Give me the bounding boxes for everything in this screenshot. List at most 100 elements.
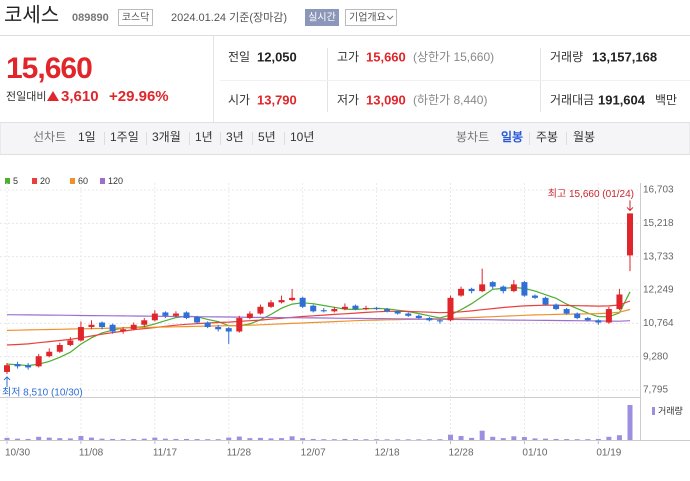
- candle-body: [236, 318, 243, 332]
- volume-bar: [437, 439, 443, 440]
- volume-bar: [205, 439, 211, 440]
- period-button[interactable]: 1주일: [110, 130, 139, 144]
- legend-swatch: [100, 178, 105, 184]
- volume-bar: [521, 437, 527, 440]
- toolbar-label: 봉차트: [456, 130, 489, 144]
- volume-bar: [162, 438, 168, 440]
- period-button[interactable]: 3년: [226, 130, 244, 144]
- volume-bar: [88, 437, 94, 440]
- candle-period-button[interactable]: 일봉: [501, 130, 523, 144]
- candle-body: [605, 309, 612, 323]
- candle-body: [46, 351, 53, 357]
- volume-bar: [585, 439, 591, 440]
- volume-bar: [426, 439, 432, 440]
- volume-bar: [574, 439, 580, 440]
- candle-body: [56, 344, 63, 352]
- summary-label: 고가: [337, 50, 359, 64]
- candle-body: [447, 297, 454, 321]
- candle-body: [215, 327, 222, 330]
- volume-bar: [416, 439, 422, 440]
- summary-value: 15,660: [366, 49, 406, 64]
- summary-label: 거래대금: [550, 93, 594, 107]
- x-tick-label: 12/07: [301, 448, 326, 459]
- ma-line: [6, 300, 631, 346]
- candle-body: [183, 312, 190, 319]
- candle-body: [299, 297, 306, 307]
- period-button[interactable]: 10년: [290, 130, 314, 144]
- candle-body: [574, 313, 581, 319]
- candle-period-button[interactable]: 월봉: [573, 130, 595, 144]
- candle-body: [278, 300, 285, 303]
- volume-bar: [279, 438, 285, 440]
- realtime-badge[interactable]: [305, 9, 339, 26]
- low-arrow: [3, 376, 11, 387]
- period-button[interactable]: 1일: [78, 130, 96, 144]
- candle-body: [35, 356, 42, 367]
- volume-bar: [511, 436, 517, 440]
- candle-body: [436, 320, 443, 322]
- volume-bar: [110, 438, 116, 440]
- candle-body: [67, 340, 74, 345]
- period-button[interactable]: 1년: [195, 130, 213, 144]
- candle-body: [373, 307, 380, 310]
- company-info-button[interactable]: [345, 9, 397, 26]
- volume-bar: [352, 439, 358, 440]
- summary-label: 저가: [337, 93, 359, 107]
- candle-body: [14, 364, 21, 367]
- volume-bar: [36, 436, 42, 440]
- volume-bar: [458, 436, 464, 440]
- volume-bar: [321, 439, 327, 440]
- summary-label: 시가: [228, 93, 250, 107]
- candle-period-button[interactable]: 주봉: [536, 130, 558, 144]
- volume-bar: [226, 437, 232, 440]
- y-tick-label: 7,795: [643, 385, 668, 396]
- volume-bar: [616, 435, 622, 440]
- volume-bar: [57, 438, 63, 440]
- company-info[interactable]: 기업개요: [349, 11, 386, 24]
- period-button[interactable]: 3개월: [152, 130, 181, 144]
- toolbar: [0, 122, 690, 155]
- candle-body: [352, 305, 359, 310]
- volume-bar: [363, 439, 369, 440]
- candle-body: [257, 306, 264, 314]
- candle-body: [627, 213, 633, 256]
- date: 2024.01.24 기준(장마감): [171, 11, 287, 24]
- candle-body: [489, 282, 496, 287]
- candle-body: [500, 286, 507, 292]
- x-tick-label: 11/28: [227, 448, 252, 459]
- candle-body: [363, 307, 370, 310]
- volume-bar: [152, 437, 158, 440]
- volume-bar: [46, 437, 52, 440]
- volume-bar: [553, 438, 559, 440]
- summary-label: 전일: [228, 50, 250, 64]
- volume-bar: [215, 439, 221, 440]
- volume-bar: [342, 438, 348, 440]
- volume-bar: [67, 438, 73, 440]
- candle-body: [320, 310, 327, 312]
- candle-body: [394, 311, 401, 314]
- candle-body: [458, 288, 465, 296]
- candle-body: [99, 322, 106, 328]
- candle-body: [616, 294, 623, 310]
- period-button[interactable]: 5년: [258, 130, 276, 144]
- low-annotation: 최저 8,510 (10/30): [2, 387, 83, 399]
- summary-value: 13,090: [366, 92, 406, 107]
- realtime[interactable]: 실시간: [308, 12, 336, 24]
- candle-body: [563, 309, 570, 314]
- x-tick-label: 10/30: [5, 448, 30, 459]
- volume-bar: [447, 434, 453, 440]
- x-tick-label: 01/19: [596, 448, 621, 459]
- stock-code: 089890: [72, 12, 109, 24]
- volume-bar: [469, 437, 475, 440]
- stock-name: 코세스: [4, 3, 59, 26]
- volume-bar: [78, 436, 84, 440]
- candle-body: [479, 284, 486, 292]
- volume-bar: [268, 438, 274, 440]
- volume-bar: [564, 439, 570, 440]
- candle-body: [521, 282, 528, 296]
- summary-unit: 백만: [655, 93, 677, 107]
- volume-bar: [543, 438, 549, 440]
- volume-bar: [532, 438, 538, 440]
